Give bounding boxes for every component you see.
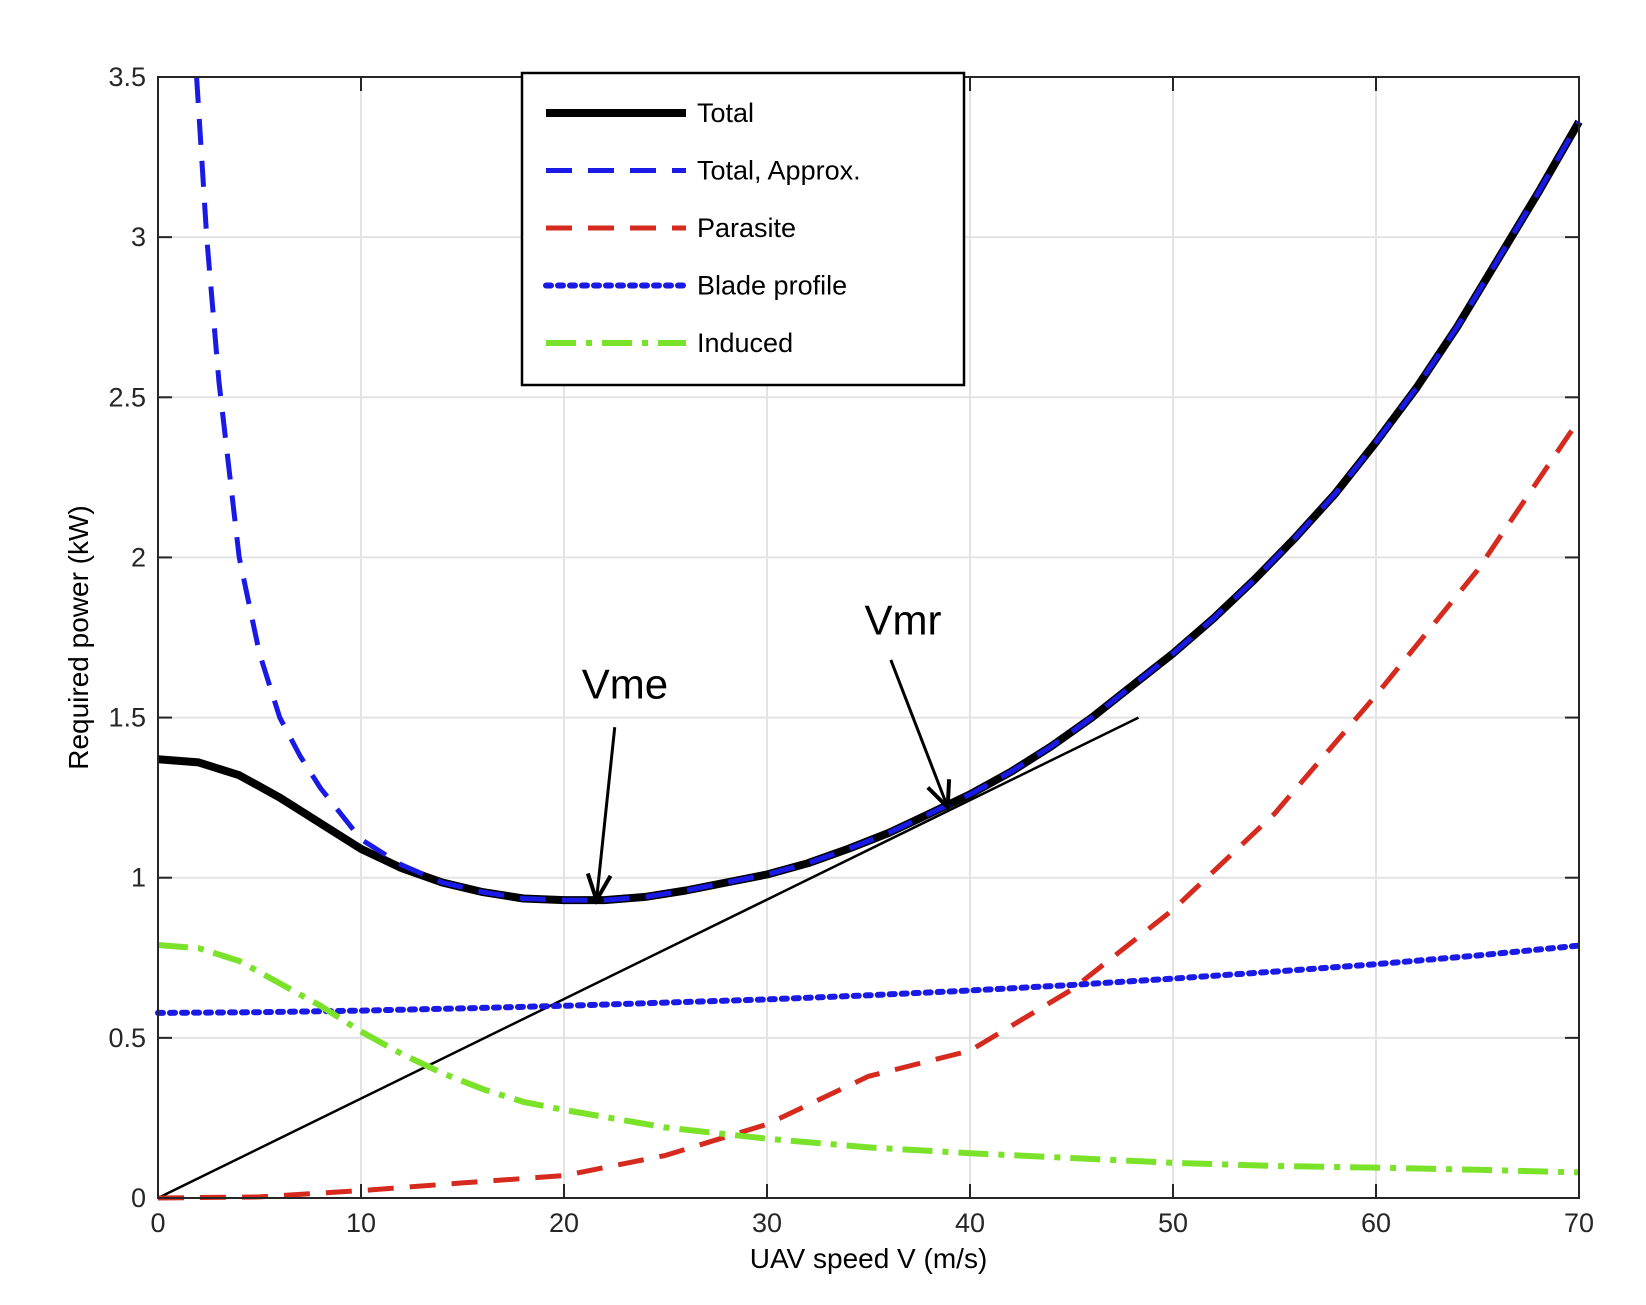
x-tick-label: 40 (955, 1208, 985, 1238)
tick-labels: 0 10 20 30 40 50 60 70 0 0.5 1 1.5 2 2.5 3 3.5 (108, 62, 1594, 1238)
x-axis-label: UAV speed V (m/s) (750, 1243, 988, 1274)
x-tick-label: 70 (1564, 1208, 1594, 1238)
tangent-line (157, 716, 1140, 1200)
annotations: Vme Vmr (582, 596, 952, 906)
legend: Total Total, Approx. Parasite Blade profile… (520, 71, 966, 387)
grid-lines (157, 76, 1580, 1199)
annotation-arrowhead-vme (585, 872, 613, 906)
legend-label: Induced (697, 328, 793, 358)
annotation-arrow-vme (594, 727, 617, 901)
legend-label: Blade profile (697, 271, 847, 301)
x-tick-label: 30 (752, 1208, 782, 1238)
series-line-parasite (157, 418, 1582, 1201)
y-tick-label: 2.5 (108, 382, 146, 412)
series-line-blade-profile (155, 942, 1582, 1016)
x-tick-label: 60 (1361, 1208, 1391, 1238)
y-tick-label: 0 (131, 1183, 146, 1213)
series-lines (155, 76, 1583, 1201)
x-tick-label: 20 (549, 1208, 579, 1238)
legend-label: Total, Approx. (697, 156, 861, 186)
annotation-vme: Vme (582, 660, 668, 707)
tangent-line-group (157, 716, 1140, 1200)
series-line-induced (157, 942, 1580, 1176)
x-tick-label: 50 (1158, 1208, 1188, 1238)
x-tick-label: 10 (346, 1208, 376, 1238)
y-tick-label: 1.5 (108, 703, 146, 733)
y-tick-label: 0.5 (108, 1023, 146, 1053)
x-tick-label: 0 (150, 1208, 165, 1238)
y-tick-label: 2 (131, 542, 146, 572)
y-tick-label: 3 (131, 222, 146, 252)
annotation-arrow-vmr (889, 659, 950, 808)
y-tick-label: 3.5 (108, 62, 146, 92)
annotation-arrowhead-vmr (926, 779, 952, 812)
y-tick-label: 1 (131, 863, 146, 893)
legend-label: Parasite (697, 213, 796, 243)
y-axis-label: Required power (kW) (63, 505, 94, 770)
annotation-vmr: Vmr (865, 596, 942, 643)
legend-label: Total (697, 98, 754, 128)
